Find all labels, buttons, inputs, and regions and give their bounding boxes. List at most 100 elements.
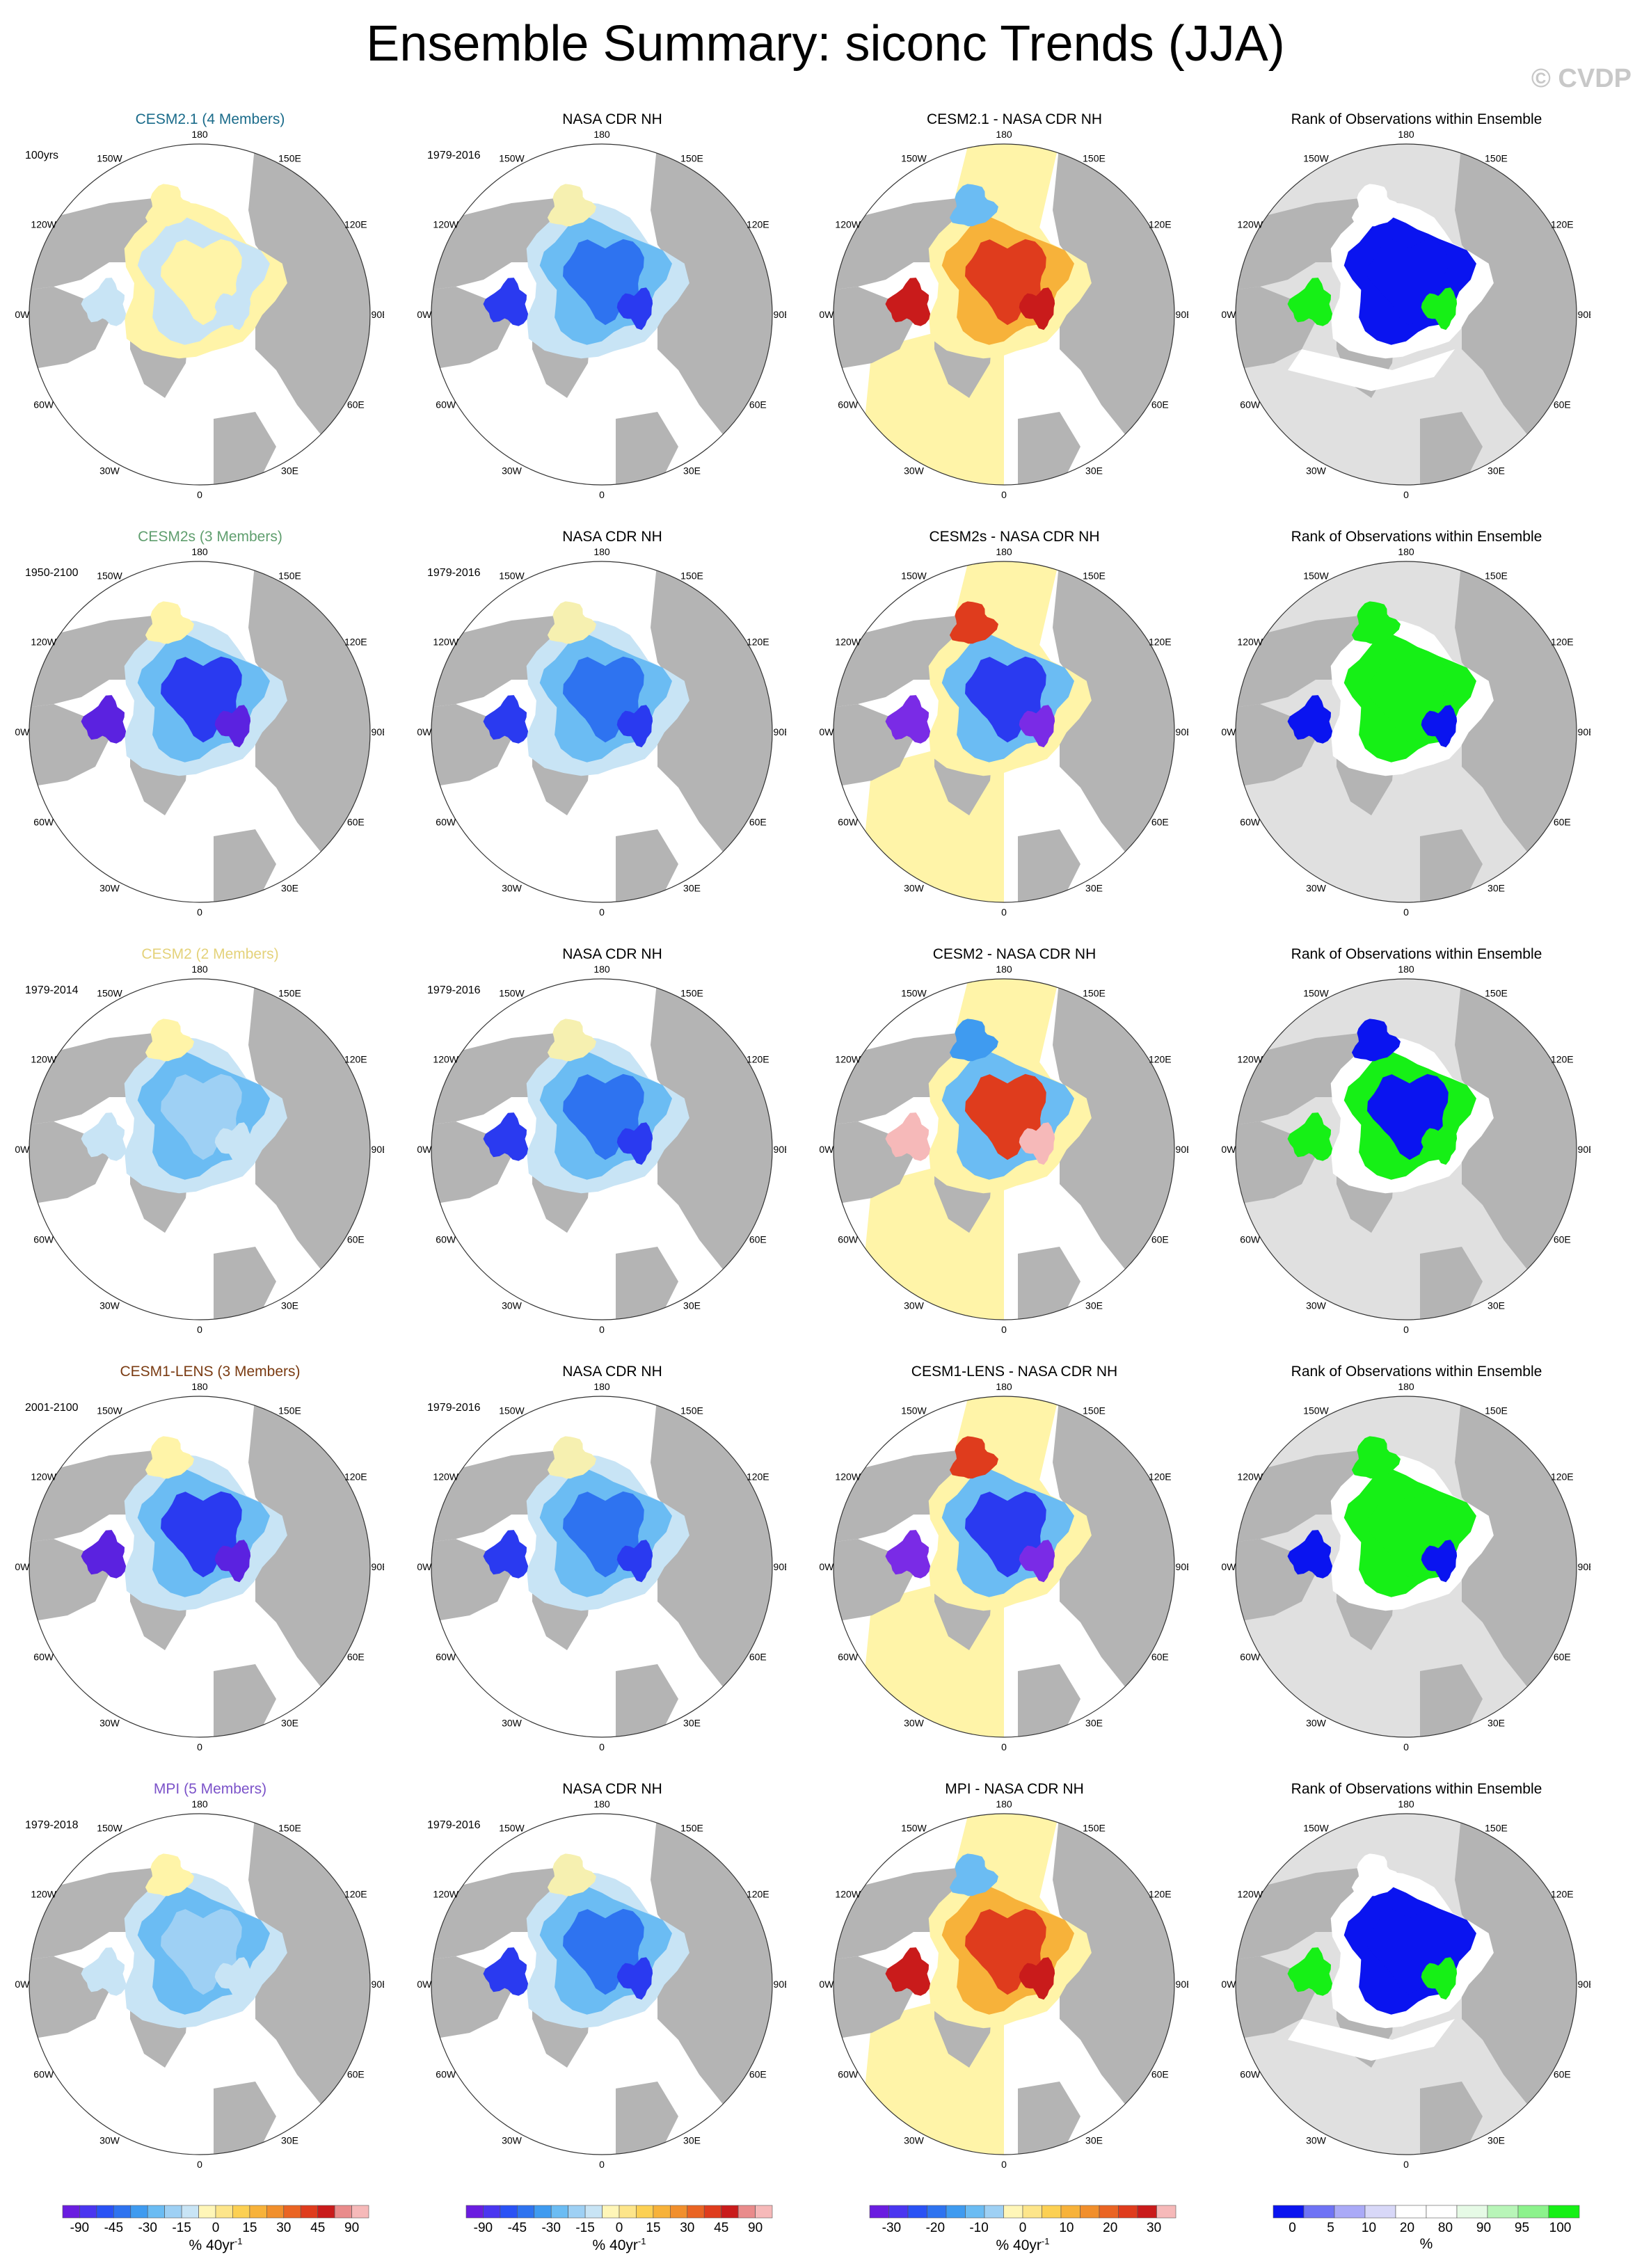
lon-label: 90W bbox=[820, 726, 834, 737]
colorbar-swatch bbox=[215, 2205, 233, 2219]
land-eurasia bbox=[1455, 144, 1577, 485]
lon-label: 0 bbox=[599, 1741, 605, 1752]
panel-title: CESM2s (3 Members) bbox=[138, 529, 282, 545]
ice-field-bering bbox=[547, 184, 596, 227]
colorbar-swatch bbox=[198, 2205, 216, 2219]
lon-label: 90W bbox=[15, 309, 30, 320]
lon-label: 90E bbox=[1176, 726, 1188, 737]
lon-label: 0 bbox=[1001, 907, 1007, 918]
colorbar-tick-label: -45 bbox=[104, 2221, 123, 2235]
lon-label: 120E bbox=[344, 1471, 367, 1483]
ice-field-bering bbox=[145, 601, 194, 644]
ice-field-bering bbox=[1351, 1853, 1401, 1896]
lon-label: 30W bbox=[502, 465, 523, 476]
land-scandinavia bbox=[616, 412, 678, 485]
lon-label: 90W bbox=[15, 1561, 30, 1572]
lon-label: 60E bbox=[749, 2069, 767, 2080]
panel-title: Rank of Observations within Ensemble bbox=[1291, 946, 1542, 962]
lon-label: 30E bbox=[281, 882, 298, 893]
lon-label: 30E bbox=[1085, 882, 1103, 893]
lon-label: 0 bbox=[1403, 489, 1409, 500]
land-scandinavia bbox=[214, 412, 276, 485]
lon-label: 60E bbox=[1554, 2069, 1571, 2080]
lon-label: 30E bbox=[281, 465, 298, 476]
colorbar-tick-label: -30 bbox=[541, 2221, 560, 2235]
lon-label: 120W bbox=[1237, 219, 1263, 230]
colorbar-swatch bbox=[1022, 2205, 1042, 2219]
lon-label: 0 bbox=[1001, 1324, 1007, 1335]
lon-label: 150E bbox=[278, 1823, 301, 1834]
panel-period: 1979-2016 bbox=[427, 1402, 481, 1414]
colorbar-swatch bbox=[1156, 2205, 1177, 2219]
lon-label: 0 bbox=[1403, 907, 1409, 918]
colorbar-swatch bbox=[517, 2205, 535, 2219]
lon-label: 60E bbox=[1151, 817, 1169, 828]
lon-label: 30W bbox=[1306, 882, 1327, 893]
land-eurasia bbox=[248, 144, 370, 485]
panel-title: MPI (5 Members) bbox=[153, 1781, 267, 1797]
lon-label: 90W bbox=[820, 309, 834, 320]
lon-label: 120E bbox=[1149, 637, 1172, 648]
lon-label: 30E bbox=[1488, 1300, 1505, 1311]
land-eurasia bbox=[651, 561, 772, 902]
lon-label: 60E bbox=[347, 2069, 365, 2080]
ice-field-bering bbox=[145, 1436, 194, 1479]
colorbar-tick-label: -20 bbox=[926, 2221, 945, 2235]
panel-title: CESM1-LENS (3 Members) bbox=[120, 1364, 301, 1380]
lon-label: 30E bbox=[683, 1300, 701, 1311]
colorbar-swatch bbox=[1042, 2205, 1062, 2219]
lon-label: 120E bbox=[1149, 1889, 1172, 1900]
colorbar-swatch bbox=[550, 2205, 568, 2219]
map-border bbox=[29, 1396, 371, 1738]
colorbar-swatch bbox=[636, 2205, 654, 2219]
colorbar-swatch bbox=[500, 2205, 518, 2219]
map-border bbox=[833, 143, 1175, 486]
lon-label: 150W bbox=[1303, 988, 1329, 999]
colorbar-tick-label: -30 bbox=[882, 2221, 901, 2235]
map-panel-model: CESM1-LENS (3 Members) 2001-2100 180 150E 12… bbox=[15, 1364, 405, 1781]
lon-label: 150E bbox=[278, 1405, 301, 1416]
colorbar-tick-label: 90 bbox=[1476, 2221, 1491, 2235]
lon-label: 60W bbox=[1240, 817, 1261, 828]
ice-field-baffin bbox=[483, 1112, 529, 1161]
ice-field-baffin bbox=[1287, 1947, 1333, 1996]
lon-label: 120E bbox=[344, 1889, 367, 1900]
colorbar-swatch bbox=[1395, 2205, 1427, 2219]
lon-label: 30E bbox=[683, 882, 701, 893]
lon-label: 150E bbox=[1083, 1823, 1106, 1834]
colorbar-swatch bbox=[266, 2205, 284, 2219]
colorbar: -90 -45 -30 -15 0 15 30 45 90 % 40yr-1 bbox=[56, 2204, 376, 2260]
colorbar-swatch bbox=[147, 2205, 165, 2219]
lon-label: 120E bbox=[747, 1054, 769, 1065]
lon-label: 180 bbox=[191, 546, 208, 557]
lon-label: 150E bbox=[1083, 153, 1106, 164]
lon-label: 150E bbox=[1083, 988, 1106, 999]
colorbar-tick-label: 30 bbox=[276, 2221, 291, 2235]
colorbar-swatch bbox=[181, 2205, 199, 2219]
land-scandinavia bbox=[1420, 1247, 1483, 1320]
lon-label: 150E bbox=[278, 988, 301, 999]
map-border bbox=[431, 561, 773, 903]
lon-label: 150W bbox=[1303, 1823, 1329, 1834]
lon-label: 60W bbox=[33, 817, 54, 828]
lon-label: 90W bbox=[15, 1144, 30, 1155]
lon-label: 90E bbox=[1176, 1144, 1188, 1155]
lon-label: 150W bbox=[97, 153, 122, 164]
ice-field-bering bbox=[145, 184, 194, 227]
lon-label: 120W bbox=[31, 1889, 56, 1900]
polar-map: 180 150E 120E 90E 60E 30E 0 30W 60W 90W 120W 150W bbox=[1222, 1381, 1590, 1752]
polar-map: 180 150E 120E 90E 60E 30E 0 30W 60W 90W 120W 150W bbox=[820, 1381, 1188, 1752]
lon-label: 90E bbox=[372, 309, 384, 320]
land-scandinavia bbox=[1018, 412, 1080, 485]
land-scandinavia bbox=[1420, 2082, 1483, 2155]
colorbar-tick-label: -45 bbox=[508, 2221, 527, 2235]
colorbar-swatch bbox=[113, 2205, 131, 2219]
colorbar-swatch bbox=[1426, 2205, 1458, 2219]
colorbar-unit: % 40yr-1 bbox=[189, 2236, 243, 2253]
lon-label: 90W bbox=[820, 1144, 834, 1155]
ice-field-baffin bbox=[483, 1947, 529, 1996]
lon-label: 120E bbox=[747, 1471, 769, 1483]
lon-label: 180 bbox=[996, 1798, 1012, 1810]
land-scandinavia bbox=[214, 1247, 276, 1320]
